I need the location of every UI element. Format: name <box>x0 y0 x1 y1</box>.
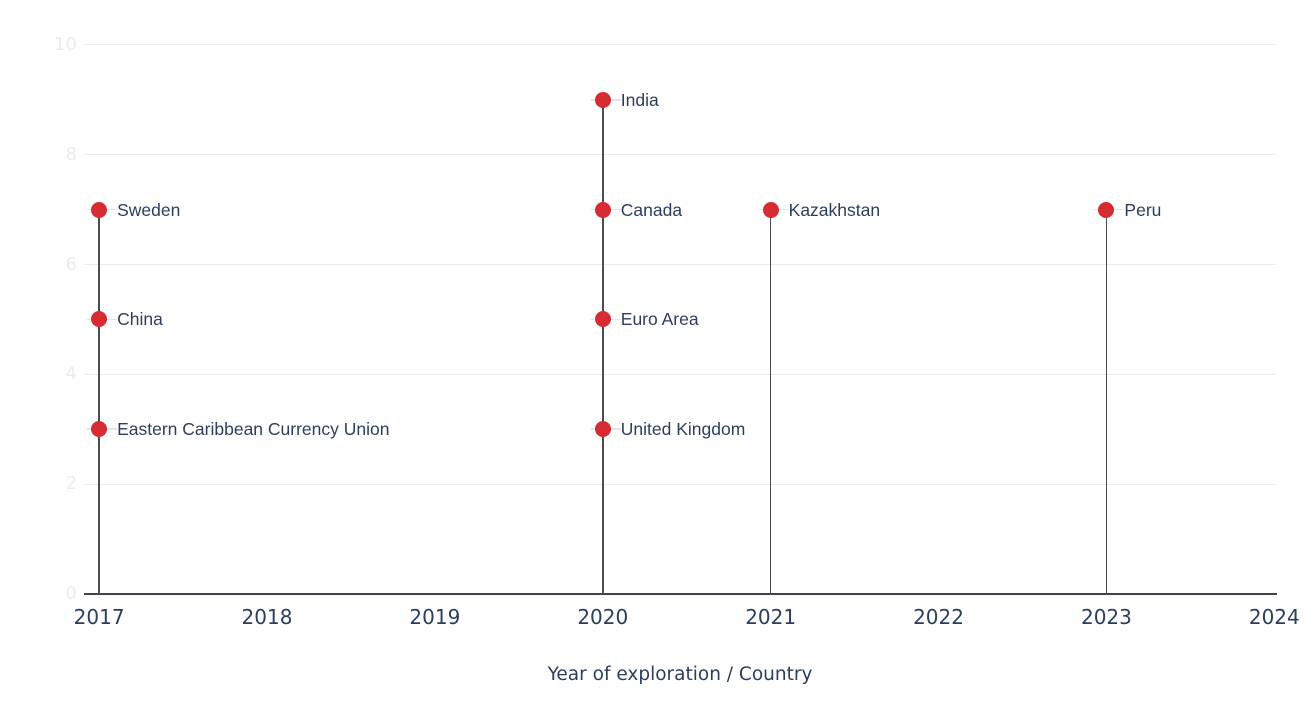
y-tick-label: 0 <box>65 583 77 604</box>
x-tick-label: 2022 <box>913 605 964 629</box>
data-point-label: Euro Area <box>620 309 699 330</box>
data-point-dot <box>594 421 611 438</box>
data-point-label: China <box>117 309 163 330</box>
x-tick-label: 2018 <box>241 605 293 629</box>
y-tick-label: 2 <box>65 473 77 495</box>
x-axis-line <box>84 593 1277 595</box>
data-point-dot <box>594 91 611 108</box>
y-tick-label: 10 <box>54 33 77 55</box>
data-point-label: Kazakhstan <box>788 199 881 220</box>
data-point-label: Eastern Caribbean Currency Union <box>117 419 390 440</box>
y-gridline <box>84 44 1276 46</box>
data-point-label: India <box>620 89 659 110</box>
x-tick-label: 2017 <box>73 605 125 629</box>
stem <box>601 99 604 594</box>
y-gridline <box>84 483 1276 485</box>
y-tick-label: 4 <box>65 363 77 385</box>
data-point-label: Sweden <box>117 199 181 220</box>
data-point-dot <box>762 201 779 218</box>
data-point-dot <box>91 421 108 438</box>
x-tick-label: 2024 <box>1248 605 1300 629</box>
data-point-dot <box>594 311 611 328</box>
data-point-dot <box>594 201 611 218</box>
y-tick-label: 6 <box>65 253 77 275</box>
y-gridline <box>84 373 1276 375</box>
data-point-dot <box>91 311 108 328</box>
x-tick-label: 2023 <box>1080 605 1132 629</box>
x-tick-label: 2019 <box>409 605 461 629</box>
y-tick-label: 8 <box>65 143 77 165</box>
x-tick-label: 2020 <box>577 605 629 629</box>
y-gridline <box>84 264 1276 266</box>
data-point-dot <box>91 201 108 218</box>
data-point-label: United Kingdom <box>620 419 746 440</box>
y-gridline <box>84 154 1276 156</box>
data-point-dot <box>1098 201 1115 218</box>
x-tick-label: 2021 <box>745 605 797 629</box>
x-axis-title: Year of exploration / Country <box>547 664 813 685</box>
stem <box>98 209 100 594</box>
stem <box>1105 209 1108 594</box>
data-point-label: Canada <box>620 199 683 220</box>
data-point-label: Peru <box>1124 199 1162 220</box>
stem <box>769 209 772 594</box>
